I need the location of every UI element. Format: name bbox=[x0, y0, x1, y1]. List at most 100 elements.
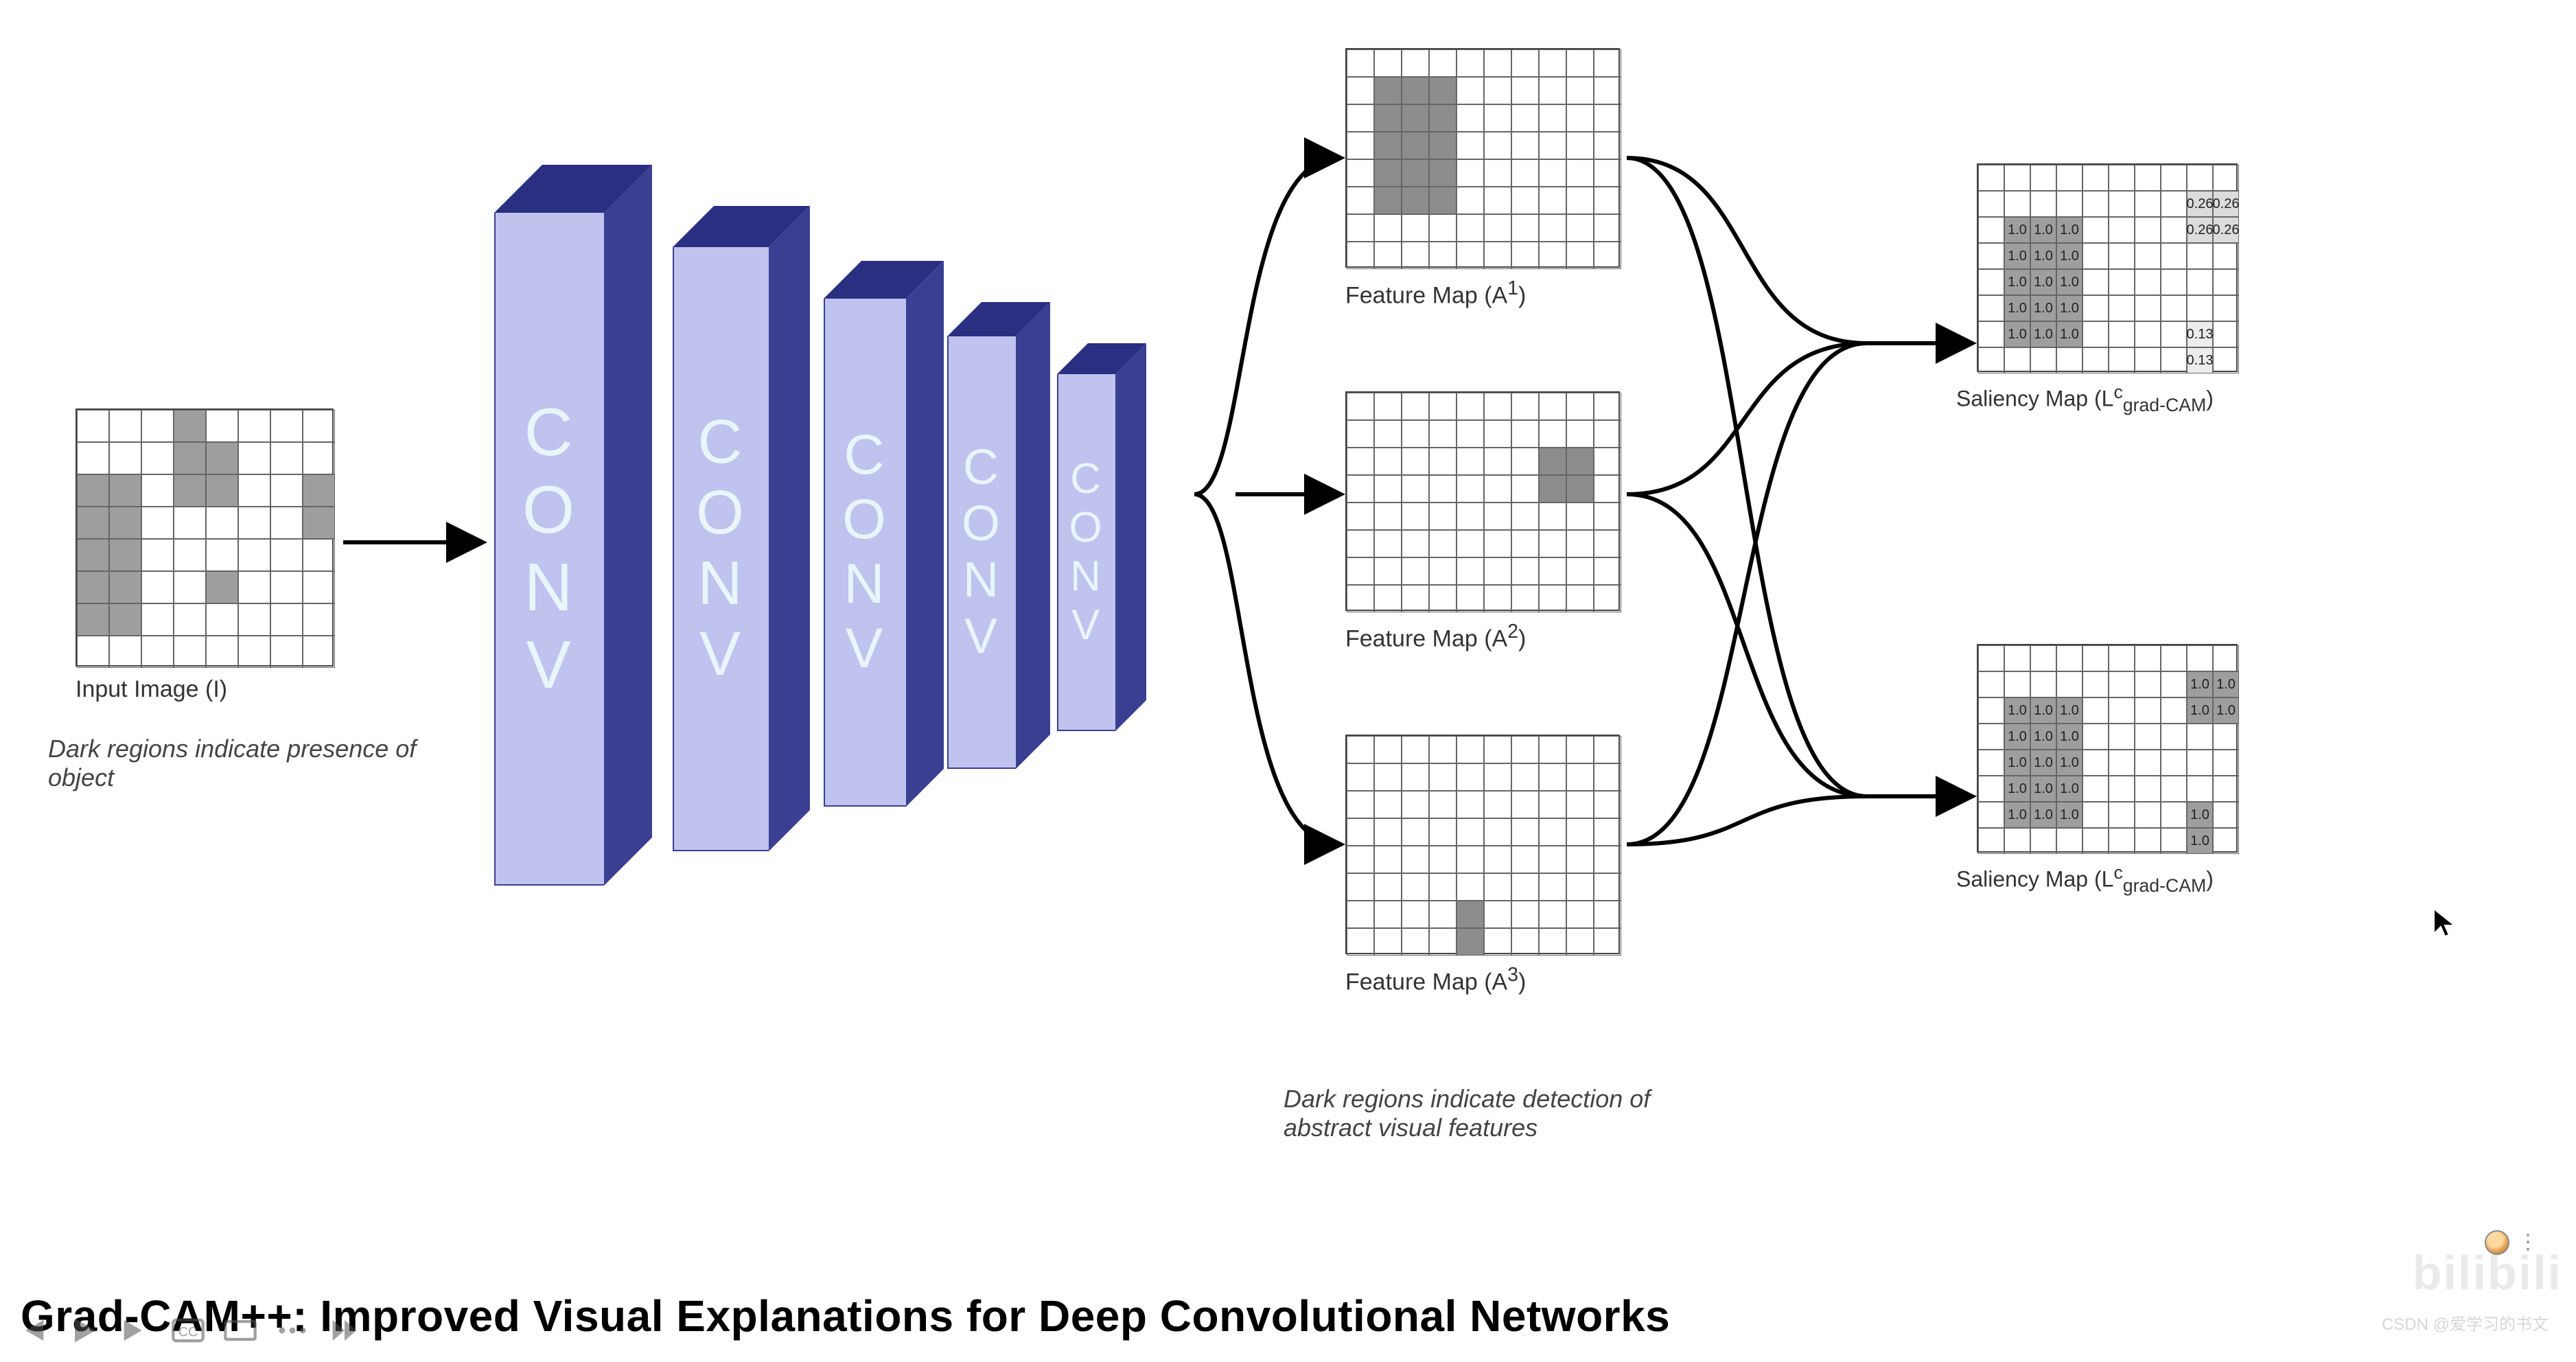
widescreen-button[interactable] bbox=[222, 1313, 258, 1348]
saliency-map-2-cell bbox=[1978, 671, 2004, 697]
feature-map-2-cell bbox=[1347, 503, 1374, 530]
feature-map-1-cell bbox=[1511, 77, 1539, 104]
input-image-grid-cell bbox=[303, 410, 335, 442]
saliency-map-1-cell bbox=[1978, 347, 2004, 373]
saliency-map-2-cell: 1.0 bbox=[2004, 776, 2030, 802]
input-image-grid-cell bbox=[303, 571, 335, 603]
saliency-map-1-cell: 1.0 bbox=[2030, 295, 2056, 321]
saliency-map-2-cell bbox=[2109, 750, 2135, 776]
saliency-map-1-cell bbox=[2213, 321, 2239, 347]
feature-map-2-cell bbox=[1484, 585, 1511, 612]
saliency-map-1-cell bbox=[2082, 243, 2109, 269]
saliency-map-2-cell bbox=[2135, 776, 2161, 802]
saliency-map-1-cell bbox=[2109, 243, 2135, 269]
feature-map-2-cell bbox=[1566, 503, 1594, 530]
input-image-grid-cell bbox=[238, 539, 270, 571]
more-button[interactable] bbox=[275, 1313, 310, 1348]
feature-map-1-cell bbox=[1539, 132, 1566, 159]
feature-map-1-cell bbox=[1484, 132, 1511, 159]
feature-map-3-cell bbox=[1457, 846, 1484, 873]
feature-map-2-cell bbox=[1347, 557, 1374, 585]
feature-map-3 bbox=[1345, 735, 1620, 954]
forward-button[interactable] bbox=[327, 1313, 362, 1348]
saliency-map-2-cell bbox=[2082, 828, 2109, 854]
play-button[interactable] bbox=[66, 1313, 102, 1348]
feature-map-3-cell bbox=[1429, 873, 1457, 901]
feature-map-2-cell bbox=[1429, 557, 1457, 585]
saliency-map-2-cell bbox=[2135, 802, 2161, 828]
feature-map-3-cell bbox=[1566, 846, 1594, 873]
feature-map-2-cell bbox=[1511, 393, 1539, 420]
input-image-grid-cell bbox=[270, 636, 303, 668]
feature-map-1-cell bbox=[1484, 104, 1511, 132]
prev-button[interactable] bbox=[14, 1313, 49, 1348]
feature-map-3-cell bbox=[1511, 736, 1539, 763]
conv-letter: O bbox=[842, 487, 889, 552]
saliency-map-2-cell bbox=[2109, 645, 2135, 671]
conv-letter: O bbox=[962, 496, 1003, 552]
saliency-map-2-cell bbox=[2161, 671, 2187, 697]
feature-map-3-cell bbox=[1566, 928, 1594, 956]
feature-map-1-cell bbox=[1374, 49, 1402, 77]
feature-map-3-cell bbox=[1594, 736, 1621, 763]
saliency-map-1-cell bbox=[2135, 269, 2161, 295]
feature-map-1-cell bbox=[1539, 159, 1566, 187]
saliency-map-2-cell bbox=[2109, 776, 2135, 802]
saliency-map-2-cell bbox=[2056, 828, 2082, 854]
saliency-map-1: 0.260.261.01.01.00.260.261.01.01.01.01.0… bbox=[1977, 163, 2238, 372]
input-image-grid-cell bbox=[303, 539, 335, 571]
feature-map-1-cell bbox=[1402, 132, 1429, 159]
saliency-map-1-cell bbox=[2082, 217, 2109, 243]
cc-button[interactable]: CC bbox=[170, 1313, 206, 1348]
feature-map-2-cell bbox=[1402, 448, 1429, 475]
saliency-map-1-cell: 1.0 bbox=[2030, 269, 2056, 295]
feature-map-3-cell bbox=[1402, 818, 1429, 846]
saliency-map-1-label: Saliency Map (Lcgrad-CAM) bbox=[1956, 382, 2214, 416]
feature-map-1-cell bbox=[1402, 77, 1429, 104]
feature-map-2-cell bbox=[1402, 557, 1429, 585]
feature-map-3-cell bbox=[1539, 873, 1566, 901]
conv-letter: N bbox=[963, 552, 1001, 608]
feature-map-1-cell bbox=[1594, 187, 1621, 214]
next-button[interactable] bbox=[118, 1313, 154, 1348]
saliency-map-1-cell bbox=[2056, 165, 2082, 191]
feature-map-2-cell bbox=[1539, 393, 1566, 420]
feature-map-3-cell bbox=[1484, 901, 1511, 928]
saliency-map-1-cell bbox=[2213, 243, 2239, 269]
saliency-map-1-cell bbox=[2135, 295, 2161, 321]
feature-map-1-cell bbox=[1511, 104, 1539, 132]
saliency-map-1-cell bbox=[2135, 243, 2161, 269]
feature-map-2-cell bbox=[1347, 420, 1374, 448]
feature-map-1-cell bbox=[1347, 77, 1374, 104]
feature-map-3-cell bbox=[1484, 763, 1511, 791]
feature-map-2-cell bbox=[1539, 448, 1566, 475]
input-image-grid-cell bbox=[174, 507, 206, 539]
saliency-map-1-cell: 1.0 bbox=[2030, 321, 2056, 347]
saliency-map-1-cell bbox=[2082, 269, 2109, 295]
saliency-map-1-cell bbox=[1978, 191, 2004, 217]
saliency-map-1-cell bbox=[2161, 217, 2187, 243]
feature-map-1-label: Feature Map (A1) bbox=[1345, 277, 1526, 309]
feature-map-1-cell bbox=[1429, 104, 1457, 132]
saliency-map-1-cell bbox=[2109, 321, 2135, 347]
feature-map-1-cell bbox=[1402, 104, 1429, 132]
saliency-map-1-cell: 0.26 bbox=[2213, 191, 2239, 217]
feature-map-2-cell bbox=[1402, 475, 1429, 503]
feature-map-1-cell bbox=[1511, 242, 1539, 269]
saliency-map-1-cell bbox=[2135, 321, 2161, 347]
conv-letter: O bbox=[696, 478, 747, 549]
feature-map-1-cell bbox=[1484, 159, 1511, 187]
saliency-map-1-cell bbox=[2004, 165, 2030, 191]
saliency-map-2-cell bbox=[2109, 802, 2135, 828]
saliency-map-2-cell: 1.0 bbox=[2004, 697, 2030, 724]
saliency-map-2-cell bbox=[2135, 697, 2161, 724]
feature-map-2-cell bbox=[1374, 420, 1402, 448]
feature-map-3-cell bbox=[1429, 928, 1457, 956]
feature-map-2-cell bbox=[1429, 475, 1457, 503]
feature-map-3-cell bbox=[1347, 846, 1374, 873]
saliency-map-2-cell bbox=[2161, 645, 2187, 671]
feature-map-2-cell bbox=[1429, 503, 1457, 530]
input-image-grid-cell bbox=[109, 442, 141, 474]
conv-letter: V bbox=[964, 608, 1000, 665]
saliency-map-1-cell bbox=[2004, 347, 2030, 373]
